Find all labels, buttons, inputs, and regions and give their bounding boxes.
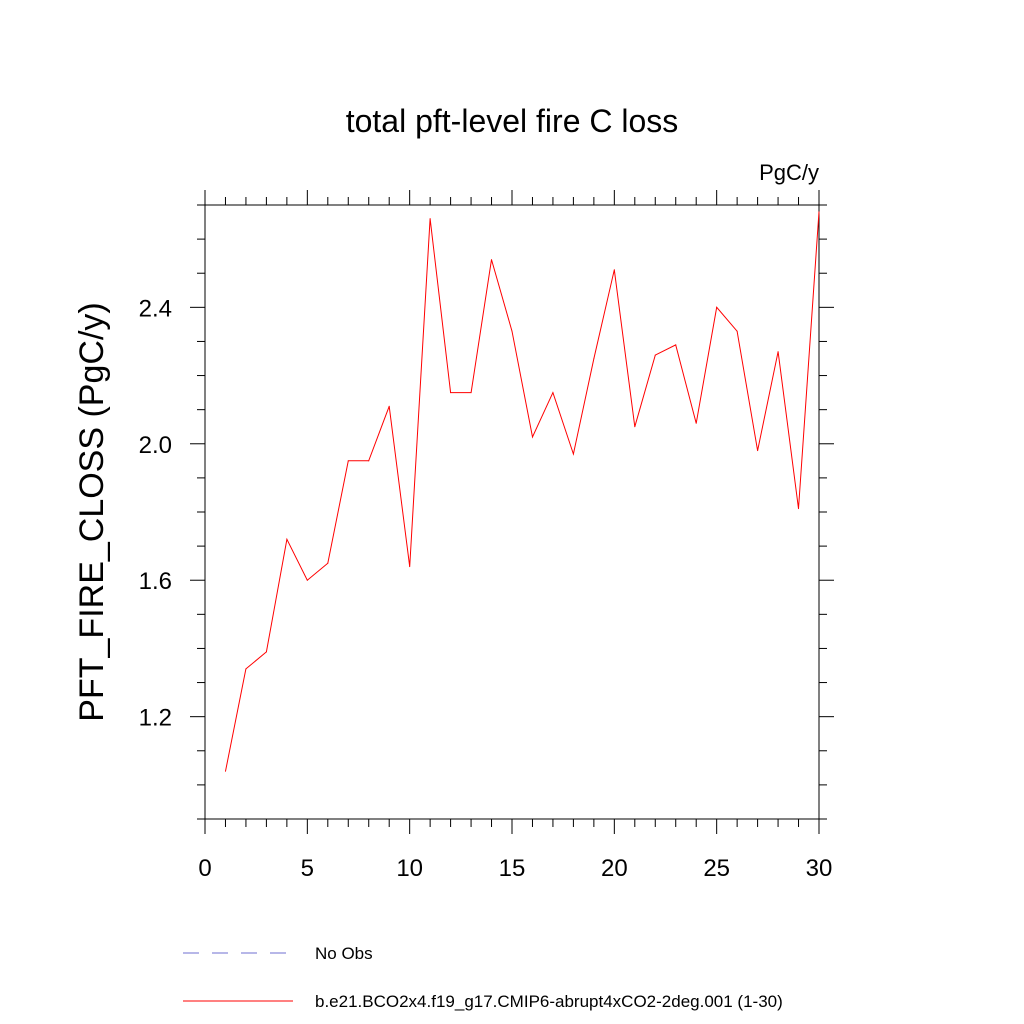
y-tick-label: 2.4	[139, 295, 172, 322]
series-group	[224, 211, 820, 772]
data-point	[613, 269, 615, 271]
data-point	[572, 453, 574, 455]
x-tick-label: 10	[396, 855, 423, 882]
data-point	[798, 508, 800, 510]
data-point	[531, 436, 533, 438]
x-tick-label: 25	[703, 855, 730, 882]
data-point	[777, 351, 779, 353]
x-tick-label: 20	[601, 855, 628, 882]
data-point	[429, 218, 431, 220]
data-point	[634, 426, 636, 428]
data-point	[450, 392, 452, 394]
data-point	[491, 259, 493, 261]
y-tick-labels: 1.2 1.6 2.0 2.4	[139, 295, 172, 731]
y-axis-label: PFT_FIRE_CLOSS (PgC/y)	[73, 302, 111, 721]
data-point	[245, 668, 247, 670]
units-label: PgC/y	[759, 160, 819, 185]
data-point	[818, 211, 820, 213]
data-point	[368, 460, 370, 462]
data-point	[511, 330, 513, 332]
data-point	[552, 392, 554, 394]
data-point	[286, 538, 288, 540]
data-point	[265, 651, 267, 653]
data-point	[409, 566, 411, 568]
axis-ticks	[190, 190, 834, 834]
data-point	[675, 344, 677, 346]
legend-label-model: b.e21.BCO2x4.f19_g17.CMIP6-abrupt4xCO2-2…	[315, 992, 783, 1011]
x-tick-label: 5	[301, 855, 314, 882]
data-point	[388, 405, 390, 407]
data-point	[757, 450, 759, 452]
data-point	[695, 422, 697, 424]
data-point	[470, 392, 472, 394]
data-point	[347, 460, 349, 462]
data-point	[736, 330, 738, 332]
y-tick-label: 1.6	[139, 568, 172, 595]
x-tick-labels: 0 5 10 15 20 25 30	[198, 855, 832, 882]
x-tick-label: 30	[806, 855, 833, 882]
data-point	[327, 562, 329, 564]
data-point	[654, 354, 656, 356]
series-line	[225, 211, 820, 772]
x-tick-label: 15	[499, 855, 526, 882]
plot-frame	[204, 204, 820, 820]
data-point	[593, 358, 595, 359]
chart-title: total pft-level fire C loss	[346, 103, 679, 139]
data-point	[306, 579, 308, 581]
data-point	[716, 306, 718, 308]
y-tick-label: 1.2	[139, 705, 172, 732]
x-tick-label: 0	[198, 855, 211, 882]
data-point	[224, 770, 226, 772]
y-tick-label: 2.0	[139, 432, 172, 459]
legend-label-no-obs: No Obs	[315, 944, 373, 963]
